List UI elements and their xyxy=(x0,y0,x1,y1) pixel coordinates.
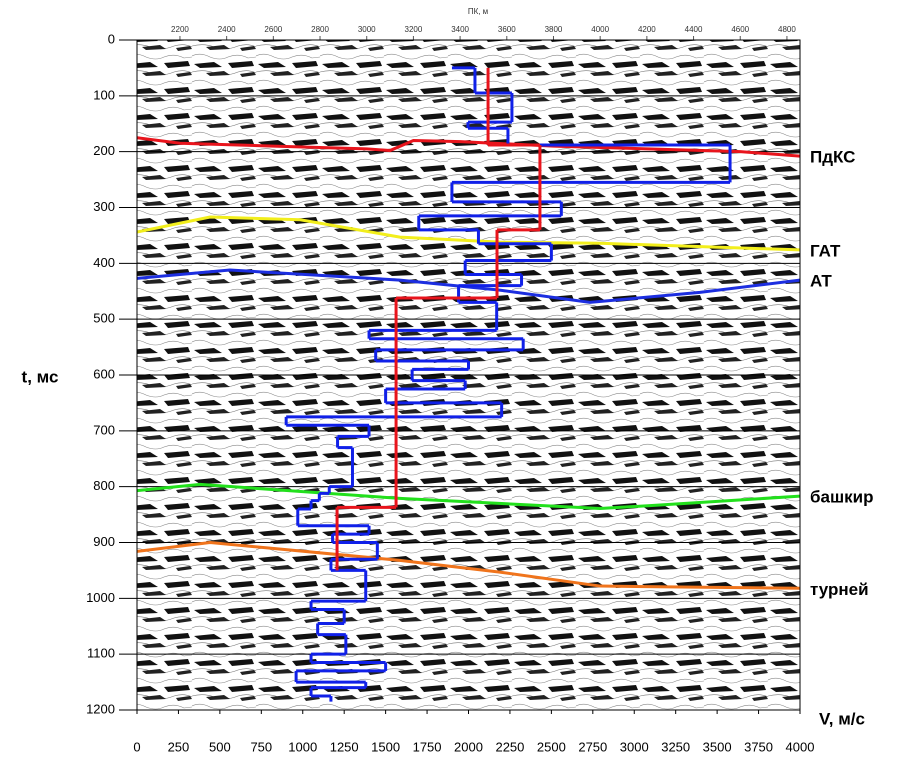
x2-tick-label: 2600 xyxy=(264,25,282,34)
y-tick-label: 700 xyxy=(93,422,115,437)
x-tick-label: 2250 xyxy=(495,739,524,754)
x2-tick-label: 2800 xyxy=(311,25,329,34)
y-tick-label: 200 xyxy=(93,143,115,158)
horizon-line xyxy=(137,136,800,158)
horizon-line xyxy=(137,482,800,510)
x2-tick-label: 4000 xyxy=(591,25,609,34)
x2-tick-label: 2400 xyxy=(218,25,236,34)
x-tick-label: 1000 xyxy=(288,739,317,754)
horizon-label: ПдКС xyxy=(810,148,855,167)
x2-tick-label: 3200 xyxy=(405,25,423,34)
y-tick-label: 800 xyxy=(93,478,115,493)
x-tick-label: 1750 xyxy=(413,739,442,754)
x2-tick-label: 4200 xyxy=(638,25,656,34)
x-tick-label: 3250 xyxy=(661,739,690,754)
y-tick-label: 400 xyxy=(93,255,115,270)
y-tick-label: 0 xyxy=(108,31,115,46)
x-tick-label: 1500 xyxy=(371,739,400,754)
x2-tick-label: 3800 xyxy=(545,25,563,34)
horizon-label: ГАТ xyxy=(810,241,841,260)
x-tick-label: 2750 xyxy=(578,739,607,754)
x-tick-label: 4000 xyxy=(786,739,815,754)
x-tick-label: 750 xyxy=(250,739,272,754)
x2-tick-label: 4800 xyxy=(778,25,796,34)
y-tick-label: 100 xyxy=(93,87,115,102)
y-axis-title: t, мс xyxy=(22,367,59,386)
x-tick-label: 500 xyxy=(209,739,231,754)
y-tick-label: 500 xyxy=(93,311,115,326)
horizon-label: турней xyxy=(810,580,869,599)
x2-tick-label: 4600 xyxy=(731,25,749,34)
x-tick-label: 3750 xyxy=(744,739,773,754)
x-axis-title: V, м/с xyxy=(819,709,865,728)
x-tick-label: 3500 xyxy=(703,739,732,754)
horizon-line xyxy=(137,540,800,590)
x-tick-label: 2000 xyxy=(454,739,483,754)
x-tick-label: 1250 xyxy=(330,739,359,754)
x2-tick-label: 3400 xyxy=(451,25,469,34)
x2-tick-label: 3000 xyxy=(358,25,376,34)
horizon-line xyxy=(137,215,800,252)
y-tick-label: 600 xyxy=(93,366,115,381)
x2-tick-label: 3600 xyxy=(498,25,516,34)
horizon-line xyxy=(137,268,800,304)
plot-layer xyxy=(137,40,800,710)
x2-tick-label: 4400 xyxy=(685,25,703,34)
x2-axis-title: ПК, м xyxy=(468,7,488,16)
x2-tick-label: 2200 xyxy=(171,25,189,34)
y-tick-label: 1000 xyxy=(86,590,115,605)
x-tick-label: 250 xyxy=(168,739,190,754)
x-tick-label: 0 xyxy=(133,739,140,754)
horizon-label: башкир xyxy=(810,488,873,507)
y-tick-label: 1200 xyxy=(86,701,115,716)
y-tick-label: 900 xyxy=(93,534,115,549)
plot-frame xyxy=(136,39,801,711)
y-tick-label: 1100 xyxy=(87,646,115,661)
x-tick-label: 2500 xyxy=(537,739,566,754)
x-tick-label: 3000 xyxy=(620,739,649,754)
y-tick-label: 300 xyxy=(93,199,115,214)
horizon-label: АТ xyxy=(810,272,832,291)
